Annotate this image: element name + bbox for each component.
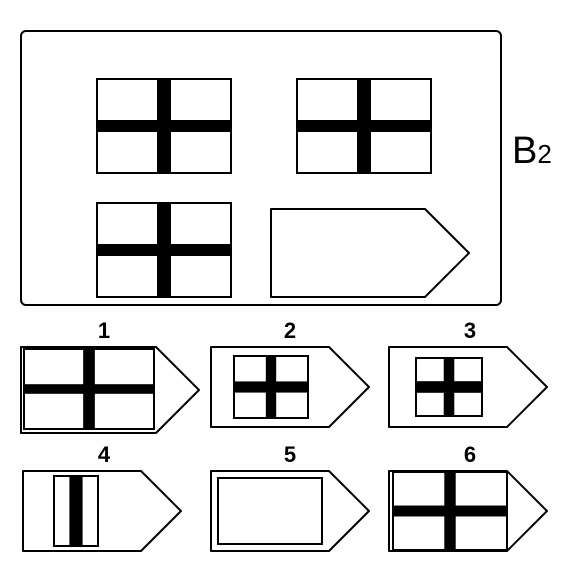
- option-label-6: 6: [460, 442, 480, 468]
- option-tile-3[interactable]: [388, 346, 548, 428]
- option-tile-4[interactable]: [22, 470, 182, 552]
- option-label-3: 3: [460, 318, 480, 344]
- option-label-5: 5: [280, 442, 300, 468]
- cross-tile: [96, 78, 232, 174]
- puzzle-id-letter: B: [512, 130, 537, 172]
- option-tile-5[interactable]: [210, 470, 370, 552]
- cross-vertical-bar: [157, 204, 170, 296]
- puzzle-id-number: 2: [537, 139, 551, 169]
- cross-vertical-bar: [157, 80, 170, 172]
- answer-slot: [270, 208, 470, 298]
- option-label-1: 1: [94, 318, 114, 344]
- option-tile-2[interactable]: [210, 346, 370, 428]
- cross-vertical-bar: [357, 80, 370, 172]
- puzzle-identifier: B2: [512, 130, 552, 173]
- cross-tile: [296, 78, 432, 174]
- option-label-4: 4: [94, 442, 114, 468]
- option-tile-6[interactable]: [388, 470, 548, 552]
- option-tile-1[interactable]: [20, 346, 200, 434]
- option-label-2: 2: [280, 318, 300, 344]
- cross-tile: [96, 202, 232, 298]
